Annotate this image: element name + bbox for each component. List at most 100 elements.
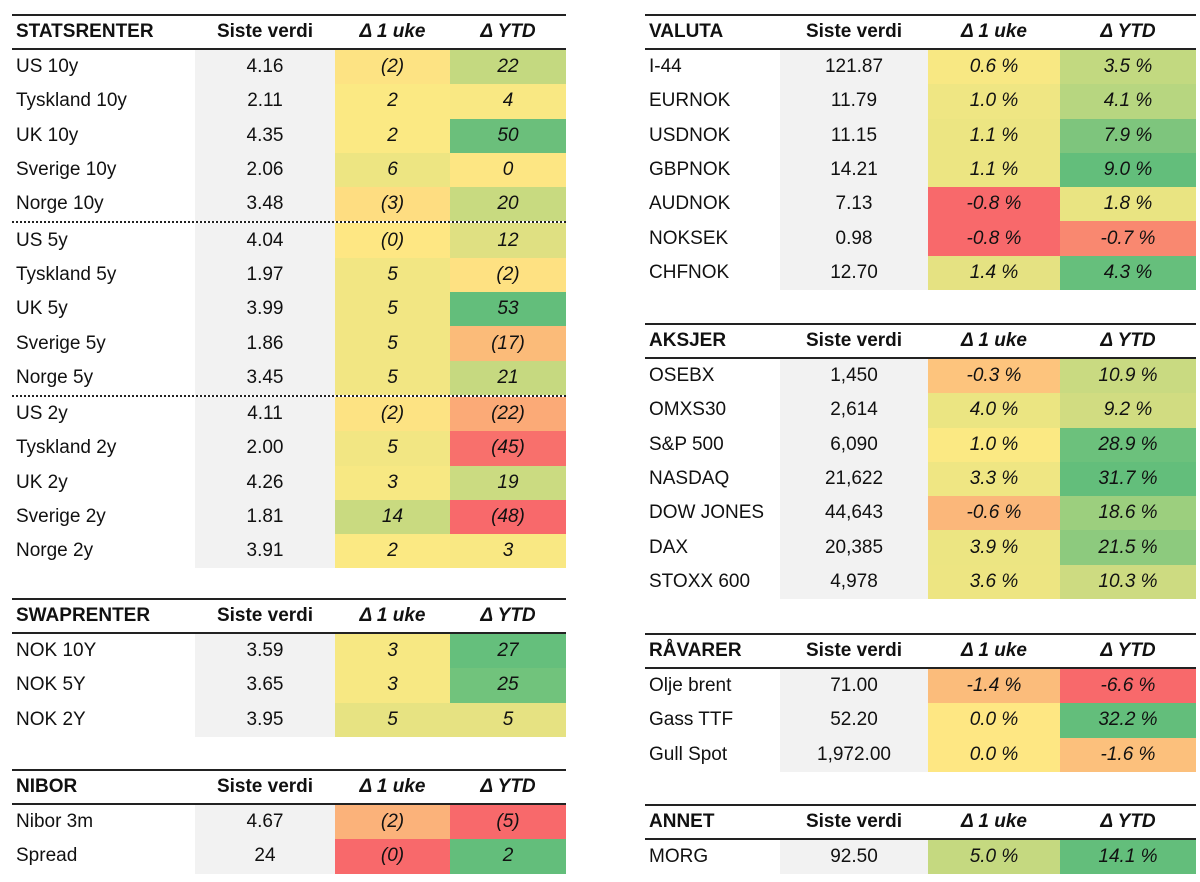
last-value-cell: 0.98 (780, 221, 928, 256)
ytd-change-cell: 9.2 % (1060, 393, 1196, 428)
week-change-cell: 0.0 % (928, 737, 1060, 772)
valuta-table: VALUTA Siste verdi Δ 1 uke Δ YTD I-44 121.87 0… (645, 14, 1196, 291)
last-value-cell: 4,978 (780, 564, 928, 600)
column-header-value: Siste verdi (216, 776, 314, 797)
table-row: US 5y 4.04 (0) 12 (12, 223, 566, 258)
ytd-change-cell: -6.6 % (1060, 669, 1196, 704)
row-label: S&P 500 (649, 433, 724, 455)
last-value-cell: 3.59 (195, 634, 335, 669)
ytd-change-cell: 53 (450, 292, 566, 327)
table-row: Sverige 10y 2.06 6 0 (12, 152, 566, 188)
table-header: SWAPRENTER Siste verdi Δ 1 uke Δ YTD (12, 598, 566, 634)
column-header-week: Δ 1 uke (961, 811, 1027, 832)
last-value-cell: 7.13 (780, 187, 928, 222)
ytd-change-cell: 4 (450, 84, 566, 119)
ytd-change-cell: 1.8 % (1060, 187, 1196, 222)
column-header-week: Δ 1 uke (359, 605, 426, 626)
table-row: AUDNOK 7.13 -0.8 % 1.8 % (645, 187, 1196, 222)
column-header-week: Δ 1 uke (961, 330, 1027, 351)
last-value-cell: 52.20 (780, 703, 928, 738)
week-change-cell: -0.8 % (928, 187, 1060, 222)
ytd-change-cell: (5) (450, 805, 566, 840)
week-change-cell: 3 (335, 465, 450, 500)
table-row: Nibor 3m 4.67 (2) (5) (12, 805, 566, 840)
table-row: S&P 500 6,090 1.0 % 28.9 % (645, 427, 1196, 462)
column-header-ytd: Δ YTD (480, 21, 536, 42)
week-change-cell: 3 (335, 634, 450, 669)
column-header-value: Siste verdi (805, 21, 903, 42)
annet-table: ANNET Siste verdi Δ 1 uke Δ YTD MORG 92.50 5.0… (645, 804, 1196, 875)
ytd-change-cell: 7.9 % (1060, 118, 1196, 153)
column-header-week: Δ 1 uke (359, 21, 426, 42)
ytd-change-cell: (48) (450, 499, 566, 535)
column-header-ytd: Δ YTD (480, 605, 536, 626)
table-row: Tyskland 5y 1.97 5 (2) (12, 257, 566, 293)
last-value-cell: 2,614 (780, 393, 928, 428)
table-row: Tyskland 10y 2.11 2 4 (12, 84, 566, 119)
column-header-week: Δ 1 uke (961, 21, 1027, 42)
week-change-cell: 1.1 % (928, 118, 1060, 153)
table-row: Spread 24 (0) 2 (12, 839, 566, 874)
last-value-cell: 121.87 (780, 50, 928, 85)
row-label: NOK 10Y (16, 640, 97, 662)
table-title: ANNET (649, 811, 715, 832)
last-value-cell: 4.35 (195, 118, 335, 153)
ytd-change-cell: 10.3 % (1060, 564, 1196, 600)
row-label: US 2y (16, 403, 68, 425)
row-label: US 5y (16, 229, 68, 251)
last-value-cell: 3.95 (195, 702, 335, 737)
row-label: DAX (649, 536, 689, 558)
ytd-change-cell: 4.1 % (1060, 84, 1196, 119)
week-change-cell: 2 (335, 118, 450, 153)
ytd-change-cell: 19 (450, 465, 566, 500)
row-label: NOKSEK (649, 227, 729, 249)
row-label: CHFNOK (649, 261, 730, 283)
week-change-cell: 5 (335, 431, 450, 466)
last-value-cell: 20,385 (780, 530, 928, 565)
row-label: Gull Spot (649, 743, 728, 765)
week-change-cell: 2 (335, 84, 450, 119)
week-change-cell: 1.4 % (928, 255, 1060, 291)
ytd-change-cell: 25 (450, 668, 566, 703)
table-header: VALUTA Siste verdi Δ 1 uke Δ YTD (645, 14, 1196, 50)
row-label: Nibor 3m (16, 811, 94, 833)
week-change-cell: (3) (335, 187, 450, 222)
ytd-change-cell: 10.9 % (1060, 359, 1196, 394)
row-label: Norge 5y (16, 366, 94, 388)
table-header: ANNET Siste verdi Δ 1 uke Δ YTD (645, 804, 1196, 840)
table-row: NOK 10Y 3.59 3 27 (12, 634, 566, 669)
column-header-ytd: Δ YTD (1100, 640, 1156, 661)
row-label: Gass TTF (649, 709, 734, 731)
ytd-change-cell: 50 (450, 118, 566, 153)
ytd-change-cell: 4.3 % (1060, 255, 1196, 291)
row-label: Sverige 10y (16, 159, 117, 181)
table-row: USDNOK 11.15 1.1 % 7.9 % (645, 118, 1196, 153)
week-change-cell: 14 (335, 499, 450, 535)
week-change-cell: 1.0 % (928, 427, 1060, 462)
ytd-change-cell: 31.7 % (1060, 461, 1196, 497)
table-header: AKSJER Siste verdi Δ 1 uke Δ YTD (645, 323, 1196, 359)
row-label: Olje brent (649, 675, 732, 697)
last-value-cell: 14.21 (780, 152, 928, 188)
week-change-cell: 3.3 % (928, 461, 1060, 497)
table-header: RÅVARER Siste verdi Δ 1 uke Δ YTD (645, 633, 1196, 669)
ytd-change-cell: 9.0 % (1060, 152, 1196, 188)
last-value-cell: 1.97 (195, 257, 335, 293)
table-row: Sverige 2y 1.81 14 (48) (12, 499, 566, 535)
row-label: Sverige 2y (16, 506, 106, 527)
week-change-cell: (2) (335, 396, 450, 432)
row-label: Tyskland 2y (16, 437, 117, 459)
row-label: STOXX 600 (649, 570, 751, 592)
week-change-cell: -0.6 % (928, 496, 1060, 531)
last-value-cell: 11.15 (780, 118, 928, 153)
table-row: EURNOK 11.79 1.0 % 4.1 % (645, 84, 1196, 119)
column-header-ytd: Δ YTD (1100, 21, 1156, 42)
last-value-cell: 44,643 (780, 496, 928, 531)
table-row: NOK 2Y 3.95 5 5 (12, 702, 566, 737)
ravarer-table: RÅVARER Siste verdi Δ 1 uke Δ YTD Olje brent… (645, 633, 1196, 772)
last-value-cell: 21,622 (780, 461, 928, 497)
row-label: Tyskland 5y (16, 263, 117, 285)
last-value-cell: 92.50 (780, 840, 928, 875)
table-title: STATSRENTER (16, 21, 154, 42)
week-change-cell: (2) (335, 805, 450, 840)
